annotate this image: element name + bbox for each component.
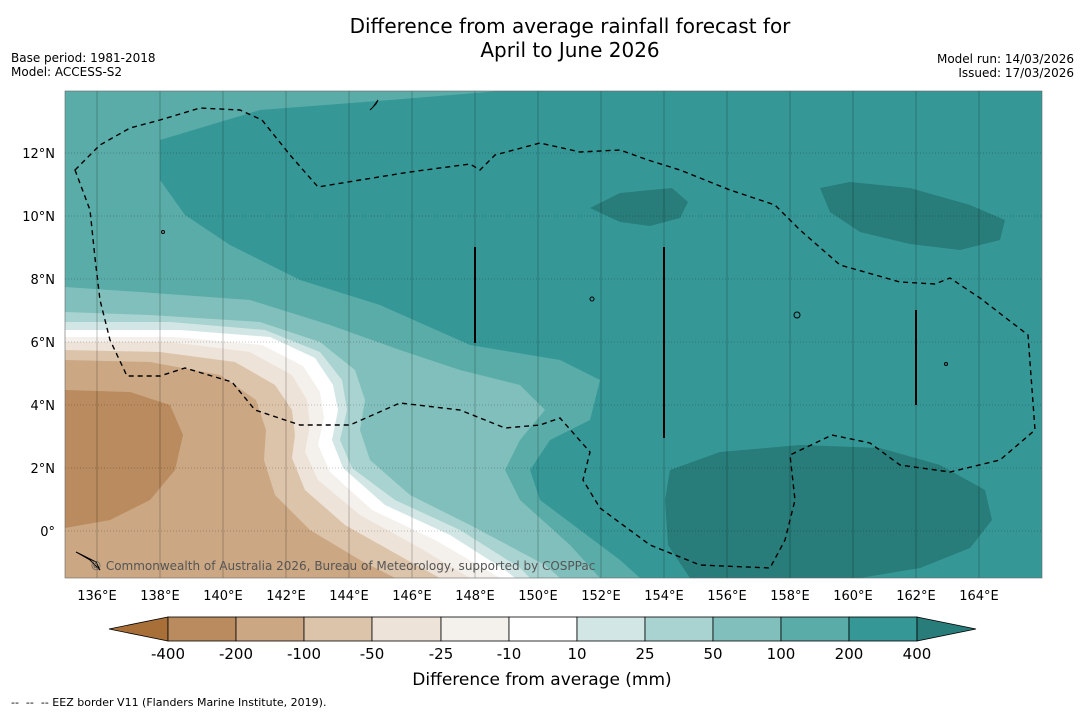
colorbar-extend-high [916, 616, 977, 642]
lat-label-6n: 6°N [31, 336, 56, 351]
colorbar-swatch-9 [712, 616, 782, 642]
eez-border-line [74, 107, 1036, 569]
lat-label-2n: 2°N [31, 462, 56, 477]
map-title: Difference from average rainfall forecas… [300, 14, 840, 62]
region-minus-200-400 [65, 390, 183, 528]
map-frame [64, 90, 1043, 579]
cb-label-minus-25: -25 [429, 645, 454, 663]
cb-label-200: 200 [835, 645, 864, 663]
base-period: Base period: 1981-2018 [11, 51, 156, 65]
title-line-1: Difference from average rainfall forecas… [349, 14, 791, 38]
eez-borders [74, 107, 1036, 569]
lat-label-12n: 12°N [22, 147, 55, 162]
lat-label-8n: 8°N [31, 273, 56, 288]
cb-label-minus-50: -50 [360, 645, 385, 663]
lon-axis-labels: 136°E 138°E 140°E 142°E 144°E 146°E 148°… [77, 589, 999, 604]
meta-right: Model run: 14/03/2026 Issued: 17/03/2026 [937, 52, 1074, 80]
colorbar-swatch-10 [780, 616, 850, 642]
copyright-text: © Commonwealth of Australia 2026, Bureau… [90, 559, 595, 573]
lon-label-136e: 136°E [77, 589, 117, 604]
meta-left: Base period: 1981-2018 Model: ACCESS-S2 [11, 51, 156, 79]
lon-label-164e: 164°E [959, 589, 999, 604]
colorbar-swatch-5 [440, 616, 510, 642]
cb-label-100: 100 [767, 645, 796, 663]
lat-label-4n: 4°N [31, 399, 56, 414]
lon-label-158e: 158°E [770, 589, 810, 604]
map-field [65, 91, 1042, 578]
cb-label-10: 10 [567, 645, 586, 663]
region-over-400-north [590, 188, 688, 226]
cb-label-minus-200: -200 [219, 645, 253, 663]
lon-label-156e: 156°E [707, 589, 747, 604]
cb-label-minus-400: -400 [151, 645, 185, 663]
cb-label-50: 50 [703, 645, 722, 663]
colorbar-swatch-1 [167, 616, 237, 642]
cb-label-25: 25 [635, 645, 654, 663]
lat-label-0: 0° [40, 525, 55, 540]
colorbar-swatch-6 [508, 616, 578, 642]
lat-label-10n: 10°N [22, 210, 55, 225]
lon-label-138e: 138°E [140, 589, 180, 604]
lon-label-152e: 152°E [581, 589, 621, 604]
cb-label-400: 400 [903, 645, 932, 663]
colorbar-extend-low [108, 616, 169, 642]
island-outlines [75, 99, 948, 571]
lat-gridlines [65, 152, 1042, 532]
title-line-2: April to June 2026 [480, 38, 660, 62]
colorbar-swatch-11 [848, 616, 918, 642]
cb-label-minus-100: -100 [287, 645, 321, 663]
lon-label-146e: 146°E [392, 589, 432, 604]
colorbar [108, 616, 977, 642]
cb-label-minus-10: -10 [497, 645, 522, 663]
model-run: Model run: 14/03/2026 [936, 52, 1074, 66]
lon-label-150e: 150°E [518, 589, 558, 604]
colorbar-labels: -400 -200 -100 -50 -25 -10 10 25 50 100 … [151, 645, 931, 663]
lon-label-140e: 140°E [203, 589, 243, 604]
lon-label-142e: 142°E [266, 589, 306, 604]
lon-label-148e: 148°E [455, 589, 495, 604]
eez-footnote: -- -- -- EEZ border V11 (Flanders Marine… [11, 696, 327, 709]
lat-axis-labels: 12°N 10°N 8°N 6°N 4°N 2°N 0° [22, 147, 55, 540]
colorbar-swatch-4 [371, 616, 442, 642]
model-name: Model: ACCESS-S2 [11, 65, 123, 79]
lon-label-144e: 144°E [329, 589, 369, 604]
colorbar-swatch-7 [576, 616, 646, 642]
issued-date: Issued: 17/03/2026 [958, 66, 1074, 80]
colorbar-title: Difference from average (mm) [412, 670, 671, 690]
colorbar-swatch-8 [644, 616, 714, 642]
lon-label-160e: 160°E [833, 589, 873, 604]
lon-label-154e: 154°E [644, 589, 684, 604]
region-over-400-south [665, 445, 992, 578]
solid-border-lines [474, 247, 917, 438]
colorbar-swatch-3 [303, 616, 373, 642]
region-over-400-northeast [820, 182, 1005, 250]
lon-label-162e: 162°E [896, 589, 936, 604]
colorbar-swatch-2 [235, 616, 305, 642]
